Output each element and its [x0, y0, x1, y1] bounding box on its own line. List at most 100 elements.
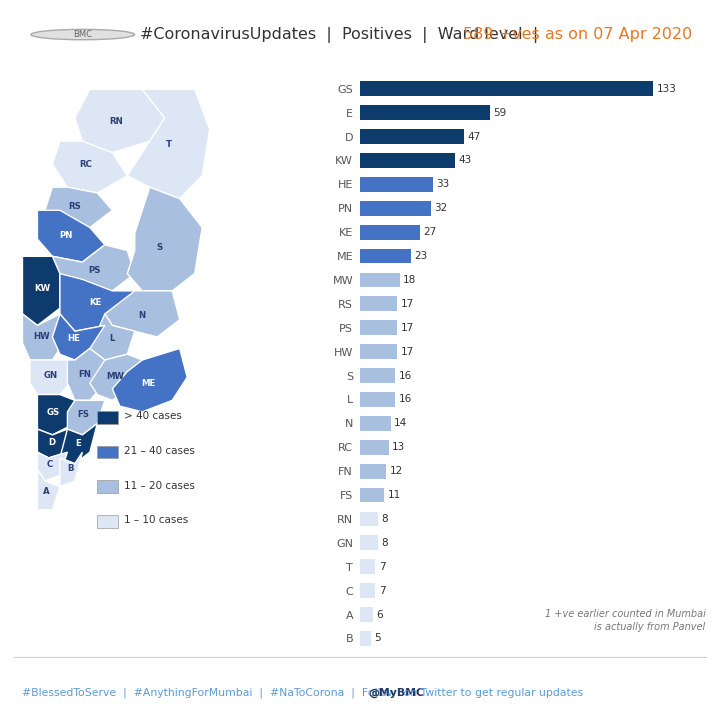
FancyBboxPatch shape — [97, 446, 118, 459]
Bar — [360, 129, 464, 144]
Polygon shape — [60, 274, 135, 331]
Polygon shape — [68, 400, 105, 435]
Text: 14: 14 — [394, 418, 408, 428]
Bar — [360, 320, 397, 335]
Polygon shape — [37, 429, 68, 458]
Polygon shape — [105, 291, 180, 337]
Text: @MyBMC: @MyBMC — [369, 688, 425, 698]
FancyBboxPatch shape — [97, 480, 118, 493]
Text: RS: RS — [68, 202, 81, 211]
Text: 8: 8 — [381, 514, 387, 524]
Text: T: T — [166, 140, 172, 150]
Text: 7: 7 — [379, 585, 385, 595]
Text: 1 – 10 cases: 1 – 10 cases — [124, 515, 188, 525]
Text: 23: 23 — [414, 251, 427, 261]
Bar — [360, 416, 391, 431]
Polygon shape — [90, 314, 135, 360]
Polygon shape — [37, 452, 68, 481]
Text: BMC: BMC — [73, 30, 92, 39]
Bar — [360, 511, 377, 526]
Text: GS: GS — [47, 408, 60, 417]
Text: 589 +ves as on 07 Apr 2020: 589 +ves as on 07 Apr 2020 — [463, 27, 692, 42]
Polygon shape — [22, 314, 68, 360]
Polygon shape — [127, 187, 202, 291]
Text: 11 – 20 cases: 11 – 20 cases — [124, 480, 194, 490]
Bar — [360, 392, 395, 407]
Text: FS: FS — [78, 410, 89, 419]
Text: D: D — [48, 438, 55, 447]
Text: 7: 7 — [379, 562, 385, 572]
Bar — [360, 297, 397, 311]
Bar — [360, 81, 653, 96]
Text: 1 +ve earlier counted in Mumbai
is actually from Panvel: 1 +ve earlier counted in Mumbai is actua… — [545, 608, 706, 632]
Text: RN: RN — [109, 117, 123, 126]
Bar — [360, 248, 410, 264]
Text: B: B — [67, 464, 73, 473]
Bar — [360, 464, 387, 479]
Text: A: A — [43, 487, 50, 496]
Text: 17: 17 — [401, 323, 414, 333]
Polygon shape — [75, 89, 165, 153]
FancyBboxPatch shape — [97, 411, 118, 424]
Text: 11: 11 — [387, 490, 401, 500]
Polygon shape — [60, 423, 97, 464]
Text: 13: 13 — [392, 442, 405, 452]
Text: RC: RC — [79, 161, 92, 169]
Polygon shape — [37, 210, 105, 262]
Text: 33: 33 — [436, 179, 449, 189]
Bar — [360, 344, 397, 359]
Polygon shape — [37, 469, 60, 510]
Bar — [360, 607, 373, 622]
Text: L: L — [109, 334, 115, 343]
Text: 32: 32 — [434, 203, 447, 213]
Bar — [360, 201, 431, 216]
Text: 43: 43 — [458, 156, 472, 166]
Text: PN: PN — [60, 231, 73, 240]
Text: N: N — [139, 311, 146, 320]
Text: 16: 16 — [399, 395, 412, 405]
Text: 59: 59 — [493, 107, 507, 117]
Polygon shape — [53, 141, 127, 193]
Polygon shape — [45, 187, 112, 228]
Text: 47: 47 — [467, 132, 480, 142]
Polygon shape — [53, 245, 135, 297]
Bar — [360, 631, 371, 646]
Text: GN: GN — [43, 371, 58, 380]
Text: E: E — [76, 439, 81, 448]
Bar — [360, 536, 377, 550]
Text: 27: 27 — [423, 227, 436, 237]
Text: KW: KW — [35, 284, 50, 294]
Bar — [360, 105, 490, 120]
Polygon shape — [127, 89, 210, 199]
Bar — [360, 177, 433, 192]
Text: 5: 5 — [374, 634, 381, 644]
Text: 17: 17 — [401, 346, 414, 356]
Circle shape — [31, 30, 135, 40]
Bar — [360, 368, 395, 383]
Text: > 40 cases: > 40 cases — [124, 411, 181, 421]
Polygon shape — [60, 452, 82, 487]
Text: 6: 6 — [377, 610, 383, 620]
Text: FN: FN — [78, 370, 91, 379]
Text: HE: HE — [68, 334, 80, 343]
Polygon shape — [30, 360, 75, 395]
Text: 21 – 40 cases: 21 – 40 cases — [124, 446, 194, 456]
Polygon shape — [37, 395, 75, 435]
Bar — [360, 153, 455, 168]
Text: #BlessedToServe  |  #AnythingForMumbai  |  #NaToCorona  |  Follow: #BlessedToServe | #AnythingForMumbai | #… — [22, 688, 399, 698]
Text: 8: 8 — [381, 538, 387, 548]
Bar — [360, 273, 400, 287]
Text: 16: 16 — [399, 371, 412, 381]
Bar — [360, 225, 420, 240]
Bar — [360, 440, 389, 454]
Text: C: C — [46, 460, 53, 469]
Text: 12: 12 — [390, 466, 403, 476]
Text: ME: ME — [141, 379, 155, 387]
Text: KE: KE — [89, 298, 102, 307]
Text: S: S — [157, 243, 163, 252]
Polygon shape — [53, 314, 105, 360]
Text: HW: HW — [33, 332, 50, 341]
Bar — [360, 583, 375, 598]
Text: #CoronavirusUpdates  |  Positives  |  Ward level  |: #CoronavirusUpdates | Positives | Ward l… — [140, 27, 549, 42]
Bar — [360, 487, 384, 503]
